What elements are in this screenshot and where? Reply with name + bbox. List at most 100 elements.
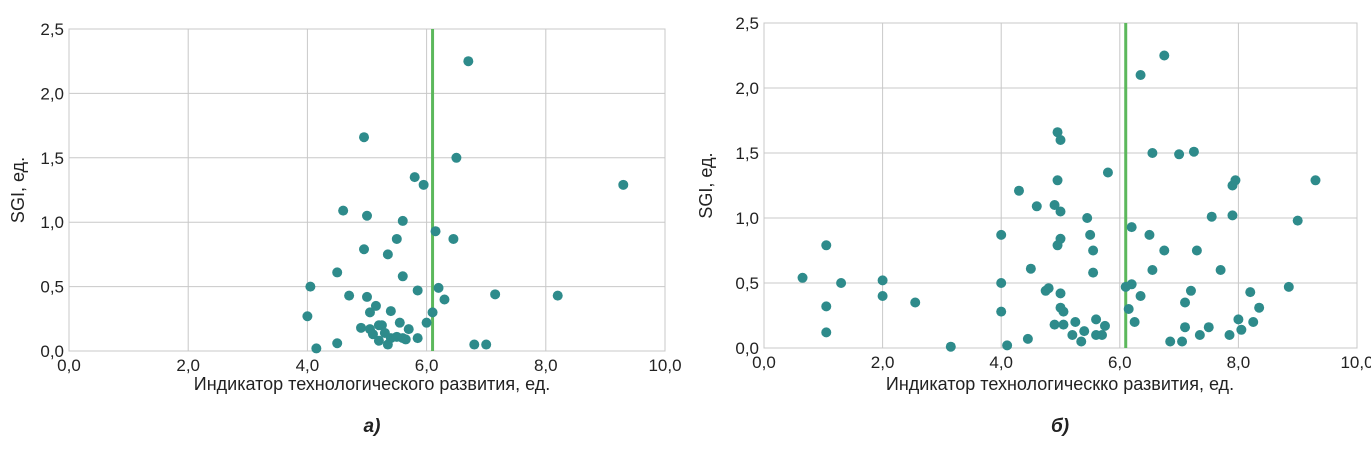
- data-point: [418, 179, 429, 190]
- data-point: [1022, 333, 1033, 344]
- data-point: [311, 343, 322, 354]
- data-point: [1215, 265, 1226, 275]
- data-point: [433, 282, 444, 293]
- x-tick-label: 10,0: [648, 356, 681, 375]
- data-point: [302, 311, 313, 322]
- data-point: [412, 333, 423, 344]
- data-point: [1055, 288, 1066, 299]
- panel-label: б): [1051, 416, 1069, 437]
- data-point: [382, 249, 393, 260]
- data-point: [397, 271, 408, 282]
- data-point: [403, 324, 414, 335]
- data-point: [797, 272, 808, 283]
- data-point: [427, 307, 438, 318]
- data-point: [1025, 263, 1036, 274]
- data-point: [451, 152, 462, 163]
- data-point: [1174, 149, 1185, 160]
- data-point: [1088, 245, 1099, 256]
- data-point: [1058, 306, 1069, 317]
- data-point: [362, 291, 372, 302]
- data-point: [1085, 229, 1096, 240]
- data-point: [1070, 317, 1081, 327]
- data-point: [1129, 317, 1140, 327]
- x-axis-title: Индикатор технологическко развития, ед.: [886, 374, 1234, 394]
- data-point: [1052, 127, 1063, 138]
- data-point: [1191, 245, 1202, 256]
- data-point: [1188, 146, 1199, 157]
- data-point: [1135, 291, 1146, 301]
- y-axis-title: SGI, ед.: [8, 157, 28, 223]
- x-tick-label: 10,0: [1340, 353, 1371, 372]
- data-point: [1224, 330, 1235, 340]
- data-point: [373, 335, 384, 346]
- data-point: [1177, 336, 1188, 347]
- x-tick-label: 0,0: [752, 353, 776, 372]
- x-tick-label: 2,0: [871, 353, 895, 372]
- data-point: [1159, 245, 1170, 256]
- y-tick-label: 1,0: [735, 209, 759, 228]
- data-point: [1147, 148, 1158, 158]
- data-point: [376, 320, 387, 331]
- data-point: [1091, 314, 1102, 325]
- y-tick-label: 1,5: [40, 149, 64, 168]
- y-tick-label: 2,5: [40, 20, 64, 39]
- data-point: [1147, 265, 1158, 275]
- x-tick-label: 2,0: [176, 356, 200, 375]
- data-point: [1102, 167, 1113, 178]
- data-point: [821, 327, 832, 338]
- data-point: [1245, 287, 1256, 298]
- data-point: [996, 306, 1007, 317]
- data-point: [1076, 336, 1087, 347]
- y-tick-label: 2,0: [40, 84, 64, 103]
- data-point: [1055, 233, 1066, 244]
- data-point: [1067, 330, 1078, 340]
- data-point: [1123, 304, 1134, 314]
- data-point: [1292, 215, 1303, 226]
- data-point: [409, 172, 420, 183]
- data-point: [1043, 283, 1054, 294]
- data-point: [821, 240, 832, 251]
- y-tick-label: 0,5: [40, 278, 64, 297]
- data-point: [1055, 135, 1066, 145]
- y-tick-label: 0,0: [40, 342, 64, 361]
- data-point: [1254, 302, 1265, 313]
- data-point: [1052, 175, 1063, 186]
- data-point: [1055, 206, 1066, 217]
- data-point: [448, 233, 459, 244]
- data-point: [1013, 185, 1024, 196]
- data-point: [362, 210, 372, 221]
- data-point: [397, 215, 408, 226]
- data-point: [367, 329, 378, 340]
- data-point: [1079, 326, 1090, 337]
- data-point: [359, 244, 370, 255]
- data-point: [400, 334, 411, 345]
- data-point: [370, 300, 381, 311]
- x-tick-label: 4,0: [296, 356, 320, 375]
- data-point: [338, 205, 349, 216]
- data-point: [877, 291, 888, 301]
- y-tick-label: 0,0: [735, 339, 759, 358]
- y-tick-label: 1,5: [735, 144, 759, 163]
- data-point: [344, 290, 355, 301]
- data-point: [1002, 340, 1013, 351]
- data-point: [463, 56, 474, 67]
- data-point: [945, 341, 956, 352]
- data-point: [359, 132, 370, 143]
- scatter-panel-1: 0,0 2,0 4,0 6,0 8,0 10,0 0,0 0,5 1,0 1,5 2,0 2,5 Инд…: [8, 20, 682, 437]
- y-axis-title: SGI, ед.: [696, 152, 716, 218]
- data-point: [1206, 211, 1217, 222]
- data-point: [385, 306, 396, 317]
- data-point: [552, 290, 563, 301]
- data-point: [1165, 336, 1176, 347]
- x-axis-title: Индикатор технологического развития, ед.: [194, 374, 550, 394]
- data-point: [1203, 322, 1214, 333]
- data-point: [1227, 210, 1238, 221]
- data-point: [1236, 324, 1247, 335]
- data-point: [1135, 70, 1146, 80]
- data-point: [1185, 285, 1196, 296]
- data-point: [364, 307, 375, 318]
- data-point: [356, 322, 367, 333]
- data-point: [1082, 213, 1093, 223]
- x-tick-label: 4,0: [989, 353, 1013, 372]
- data-point: [421, 317, 432, 328]
